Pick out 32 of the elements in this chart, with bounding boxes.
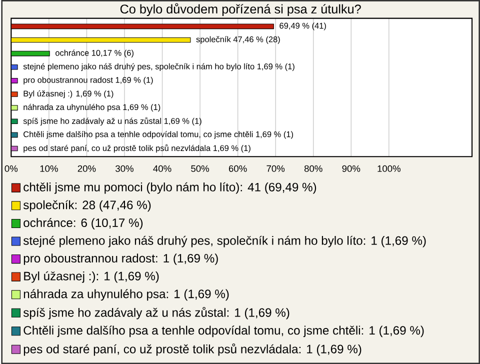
legend-label: společník: 28 (47,46 %)	[23, 200, 151, 212]
legend-label: pes od staré paní, co už prostě tolik psů nezvládala: 1 (1,69 %)	[24, 343, 362, 356]
legend-label: náhrada za uhynulého psa: 1 (1,69 %)	[24, 289, 229, 301]
legend-label: Byl úžasnej :): 1 (1,69 %)	[24, 271, 159, 283]
x-tick-label: 90%	[342, 165, 360, 172]
data-label: stejné plemeno jako náš druhý pes, společník i nám ho bylo líto 1,69 % (1)	[23, 63, 294, 71]
legend-label: spíš jsme ho zadávaly až u nás zůstal: 1 (1,69 %)	[23, 306, 290, 320]
x-tick-label: 100%	[378, 165, 400, 172]
x-tick-label: 50%	[191, 165, 210, 172]
x-tick-label: 20%	[78, 165, 96, 172]
data-label: Chtěli jsme dalšího psa a tenhle odpovídal tomu, co jsme chtěli 1,69 % (1)	[24, 130, 294, 139]
legend-label: Chtěli jsme dalšího psa a tenhle odpovídal tomu, co jsme chtěli: 1 (1,69 %)	[24, 326, 424, 338]
x-tick-label: 40%	[153, 165, 172, 172]
chart-title: Co bylo důvodem pořízená si psa z útulku?	[120, 3, 361, 16]
data-label: společník 47,46 % (28)	[196, 36, 280, 44]
legend-label: stejné plemeno jako náš druhý pes, společník i nám ho bylo líto: 1 (1,69 %)	[23, 236, 426, 248]
data-label: Byl úžasnej :) 1,69 % (1)	[24, 90, 114, 98]
data-label: 69,49 % (41)	[280, 22, 326, 30]
data-label: náhrada za uhynulého psa 1,69 % (1)	[24, 104, 160, 112]
data-label: pro oboustrannou radost 1,69 % (1)	[24, 76, 153, 84]
legend-label: ochránce: 6 (10,17 %)	[24, 218, 143, 230]
x-tick-label: 80%	[304, 165, 322, 172]
data-label: pes od staré paní, co už prostě tolik psů nezvládala 1,69 % (1)	[24, 144, 250, 153]
legend-label: pro oboustrannou radost: 1 (1,69 %)	[24, 254, 218, 265]
data-label: spíš jsme ho zadávaly až u nás zůstal 1,69 % (1)	[23, 117, 202, 126]
x-tick-label: 10%	[40, 165, 58, 172]
x-tick-label: 30%	[116, 165, 134, 172]
legend-label: chtěli jsme mu pomoci (bylo nám ho líto): 41 (69,49 %)	[24, 182, 316, 194]
x-tick-label: 60%	[228, 165, 247, 172]
x-tick-label: 0%	[4, 165, 18, 172]
data-label: ochránce 10,17 % (6)	[56, 50, 134, 58]
x-tick-label: 70%	[266, 165, 285, 172]
